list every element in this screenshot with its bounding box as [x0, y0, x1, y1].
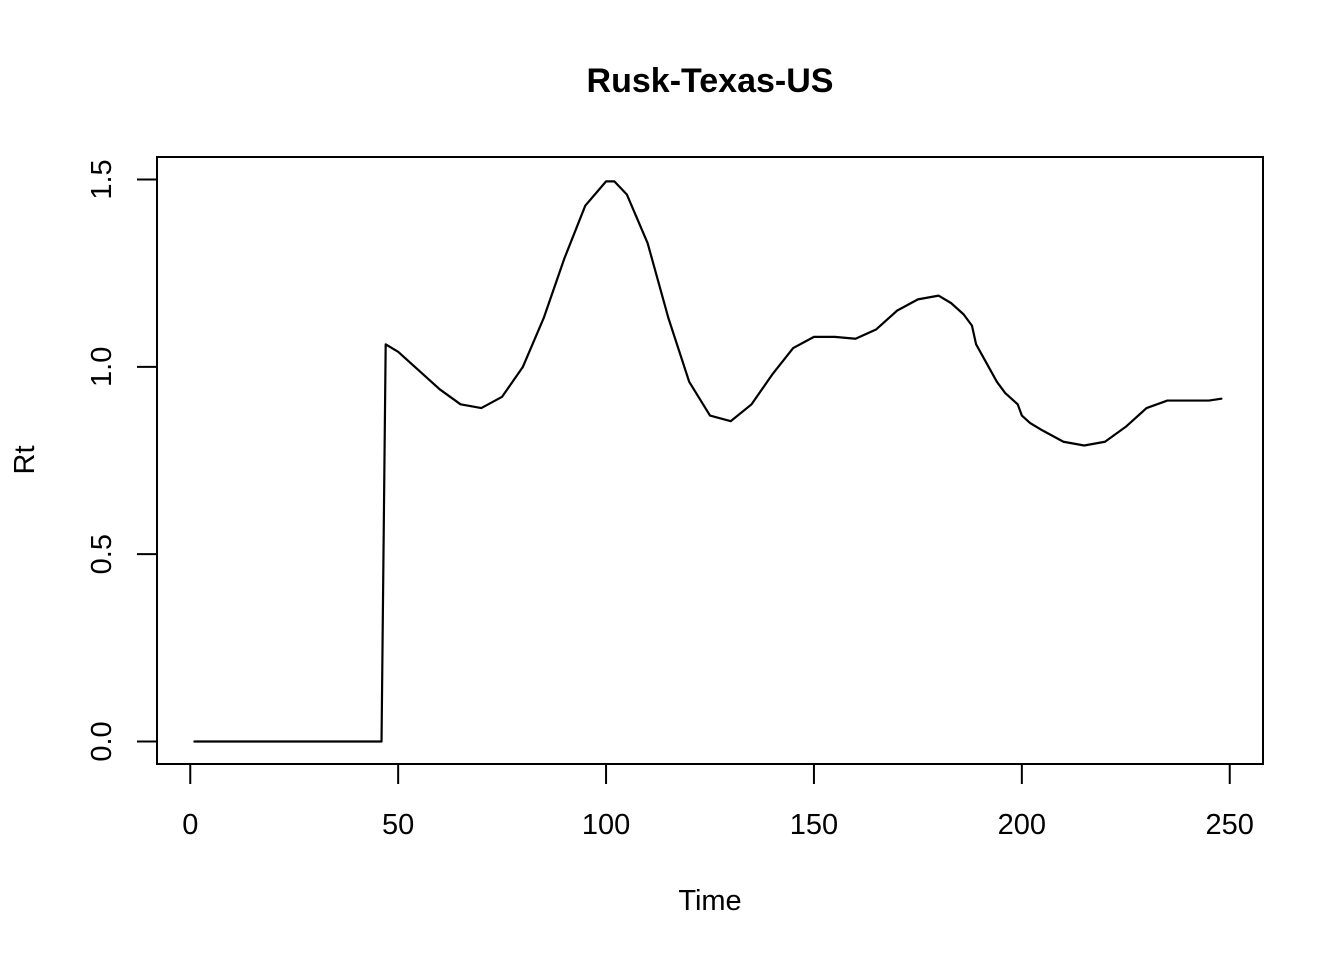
y-tick-label-1.5: 1.5	[86, 159, 118, 199]
y-tick-label-1.0: 1.0	[86, 347, 118, 387]
x-tick-label-150: 150	[790, 809, 838, 841]
plot-area-frame	[156, 156, 1264, 765]
x-tick-label-50: 50	[382, 809, 414, 841]
y-axis: 0.0 0.5 1.0 1.5	[86, 159, 158, 762]
x-axis: 0 50 100 150 200 250	[182, 763, 1254, 841]
y-tick-label-0.5: 0.5	[86, 534, 118, 574]
x-tick-label-250: 250	[1206, 809, 1254, 841]
x-tick-label-200: 200	[998, 809, 1046, 841]
series-group	[193, 180, 1223, 743]
y-axis-title: Rt	[9, 446, 41, 475]
series-line-0	[193, 180, 1223, 743]
x-tick-label-100: 100	[582, 809, 630, 841]
y-tick-label-0.0: 0.0	[86, 721, 118, 761]
chart-title: Rusk-Texas-US	[587, 62, 834, 100]
x-tick-label-0: 0	[182, 809, 198, 841]
x-axis-title: Time	[678, 885, 741, 917]
